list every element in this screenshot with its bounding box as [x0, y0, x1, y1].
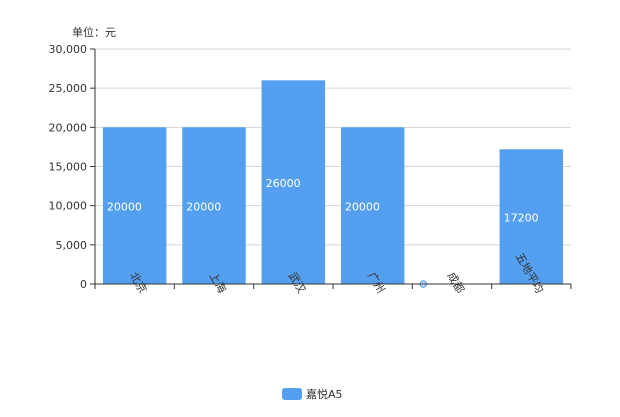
legend-label: 嘉悦A5	[306, 387, 343, 401]
data-label: 20000	[107, 201, 142, 214]
y-tick-label: 15,000	[49, 161, 88, 174]
data-label: 0	[421, 282, 425, 289]
y-tick-label: 20,000	[49, 121, 88, 134]
y-tick-label: 25,000	[49, 82, 88, 95]
y-tick-label: 30,000	[49, 43, 88, 56]
y-tick-label: 5,000	[56, 239, 88, 252]
y-tick-label: 0	[80, 278, 87, 291]
bar[interactable]	[261, 80, 326, 284]
unit-label: 单位：元	[72, 26, 116, 39]
x-tick-label: 成都	[444, 270, 466, 296]
data-label: 26000	[266, 177, 301, 190]
bar[interactable]	[182, 127, 246, 284]
data-label: 17200	[504, 212, 539, 225]
bar[interactable]	[499, 149, 564, 284]
data-label: 20000	[186, 201, 221, 214]
bar[interactable]	[340, 127, 405, 284]
data-label: 20000	[345, 201, 380, 214]
legend[interactable]: 嘉悦A5	[282, 387, 343, 401]
bar[interactable]	[102, 127, 167, 284]
legend-swatch	[282, 388, 302, 400]
y-tick-label: 10,000	[49, 200, 88, 213]
